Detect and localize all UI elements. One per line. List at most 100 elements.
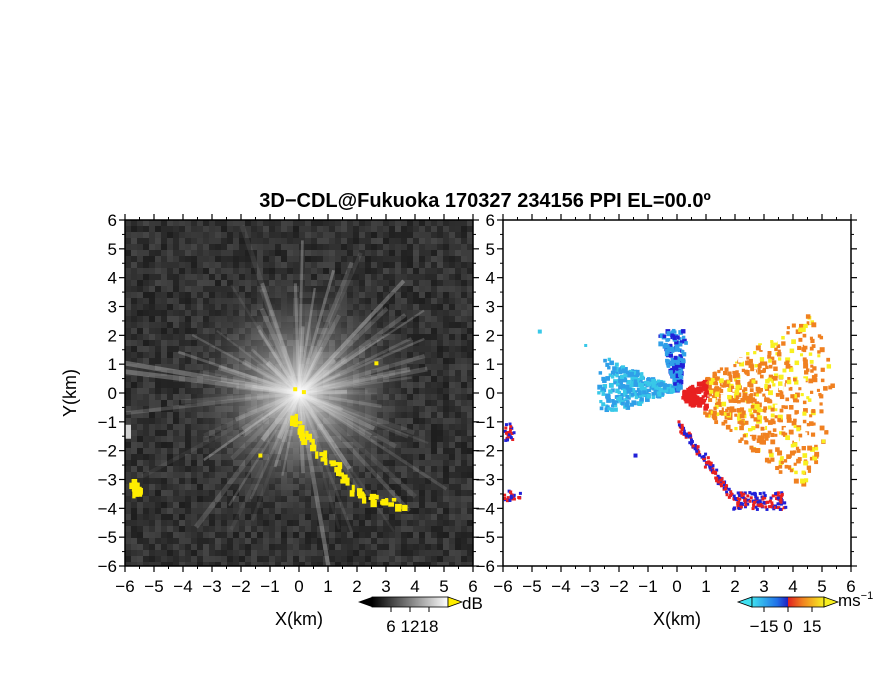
noise-cell [425,532,431,538]
noise-cell [263,250,269,256]
velocity-pixel [783,459,788,463]
noise-cell [245,256,251,262]
noise-cell [179,310,185,316]
noise-cell [329,232,335,238]
velocity-pixel [721,421,726,426]
noise-cell [269,238,275,244]
noise-cell [449,382,455,388]
noise-cell [233,556,239,562]
noise-cell [161,268,167,274]
noise-cell [461,526,467,532]
noise-cell [443,388,449,394]
velocity-pixel [639,378,643,382]
noise-cell [143,436,149,442]
noise-cell [143,226,149,232]
noise-cell [389,508,395,514]
noise-cell [233,514,239,520]
noise-cell [383,280,389,286]
velocity-pixel [753,398,757,403]
highlight-pixel [135,490,143,495]
noise-cell [197,478,203,484]
noise-cell [179,448,185,454]
noise-cell [407,532,413,538]
noise-cell [131,424,137,430]
noise-cell [125,412,131,418]
noise-cell [467,532,473,538]
noise-cell [437,532,443,538]
noise-cell [161,544,167,550]
noise-cell [209,556,215,562]
noise-cell [449,310,455,316]
velocity-pixel [727,415,733,420]
noise-cell [125,298,131,304]
noise-cell [143,298,149,304]
velocity-pixel [749,496,753,500]
velocity-pixel [733,398,739,404]
velocity-pixel [610,370,615,375]
noise-cell [173,466,179,472]
velocity-pixel [635,373,639,377]
velocity-pixel [779,502,783,506]
velocity-pixel [725,424,731,430]
velocity-pixel [824,430,829,435]
noise-cell [137,364,143,370]
noise-cell [299,562,305,566]
noise-cell [167,544,173,550]
velocity-pixel [742,434,747,438]
velocity-pixel [611,404,615,408]
velocity-pixel [779,394,785,400]
noise-cell [161,310,167,316]
noise-cell [245,562,251,566]
noise-cell [173,484,179,490]
noise-cell [437,550,443,556]
velocity-pixel [625,400,630,404]
velocity-pixel [812,422,816,426]
noise-cell [347,544,353,550]
velocity-pixel [622,389,628,395]
noise-cell [149,322,155,328]
noise-cell [449,286,455,292]
noise-cell [413,478,419,484]
noise-cell [185,310,191,316]
velocity-pixel [817,354,821,358]
noise-cell [137,496,143,502]
noise-cell [131,358,137,364]
velocity-pixel [659,333,665,339]
velocity-pixel [705,381,710,386]
velocity-pixel [658,382,663,387]
noise-cell [353,556,359,562]
noise-cell [407,322,413,328]
y-tick-label: −5 [98,528,117,547]
noise-cell [149,370,155,376]
noise-cell [467,478,473,484]
noise-cell [461,484,467,490]
highlight-pixel [131,478,138,485]
noise-cell [131,310,137,316]
noise-cell [245,532,251,538]
velocity-pixel [714,382,719,386]
noise-cell [431,508,437,514]
noise-cell [227,238,233,244]
noise-cell [431,448,437,454]
noise-cell [173,460,179,466]
noise-cell [191,490,197,496]
noise-cell [263,232,269,238]
noise-cell [455,226,461,232]
noise-cell [443,412,449,418]
noise-cell [299,550,305,556]
noise-cell [137,346,143,352]
noise-cell [467,460,473,466]
noise-cell [161,472,167,478]
highlight-pixel [131,484,137,492]
velocity-pixel [638,390,643,395]
noise-cell [137,238,143,244]
noise-cell [179,262,185,268]
velocity-pixel [601,387,605,391]
velocity-pixel [719,410,724,416]
noise-cell [155,352,161,358]
noise-cell [323,556,329,562]
noise-cell [335,232,341,238]
velocity-pixel [756,417,761,422]
noise-cell [413,226,419,232]
noise-cell [149,532,155,538]
